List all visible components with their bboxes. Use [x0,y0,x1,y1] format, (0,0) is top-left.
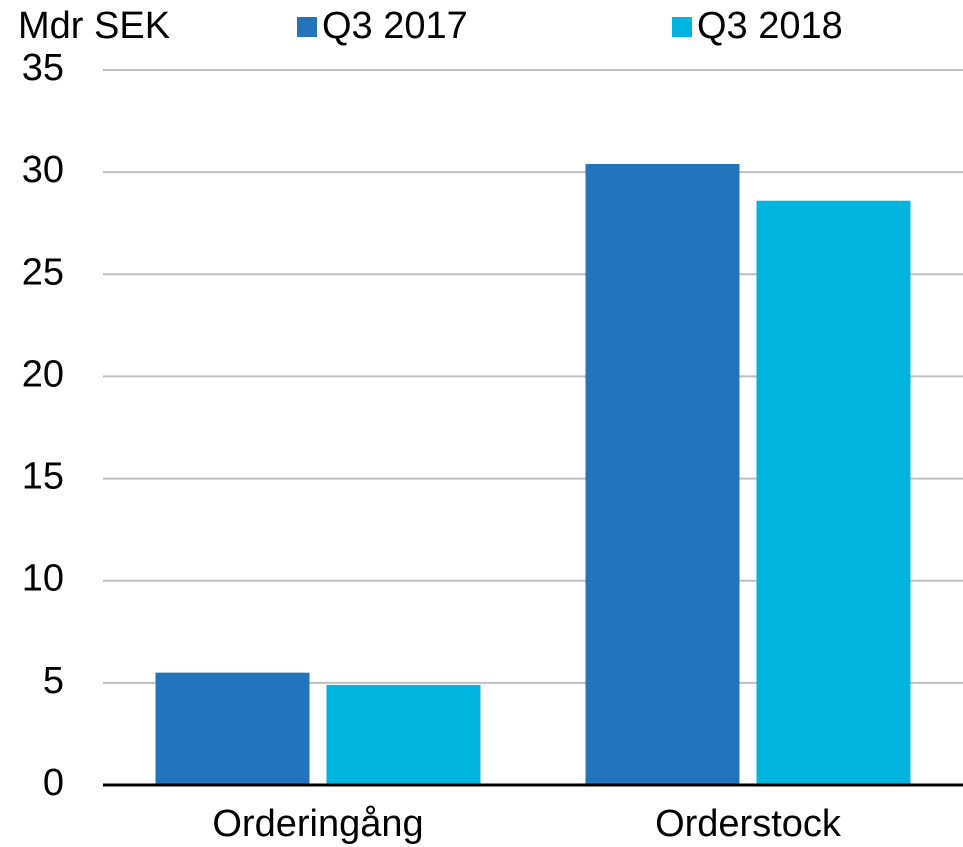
y-axis-label: Mdr SEK [18,5,170,47]
x-tick-label: Orderstock [655,803,842,845]
x-tick-label: Orderingång [212,803,423,845]
y-tick-label: 0 [43,762,64,804]
legend-swatch [672,17,692,37]
y-tick-label: 35 [22,47,64,89]
y-tick-label: 30 [22,149,64,191]
y-tick-label: 20 [22,353,64,395]
bar [585,163,740,785]
legend-swatch [297,17,317,37]
y-tick-label: 15 [22,456,64,498]
y-tick-label: 5 [43,660,64,702]
legend-label: Q3 2017 [322,5,468,47]
bar [756,200,911,785]
bar [155,672,310,785]
legend-label: Q3 2018 [697,5,843,47]
y-tick-label: 10 [22,558,64,600]
y-tick-label: 25 [22,251,64,293]
bar [326,684,481,785]
